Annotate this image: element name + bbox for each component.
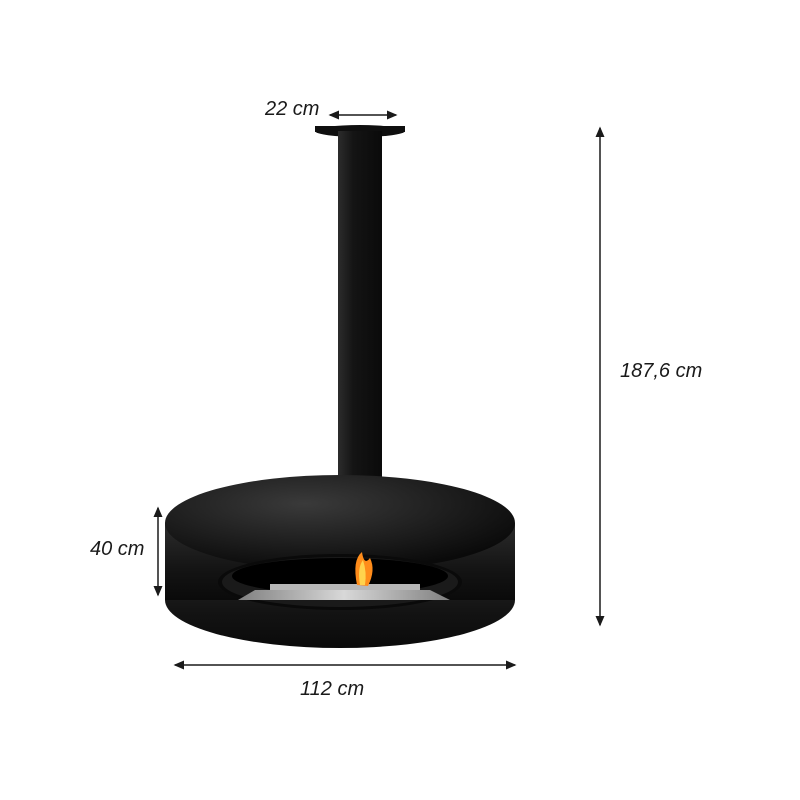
dim-label-total-height: 187,6 cm	[620, 360, 702, 383]
diagram-canvas: 22 cm 187,6 cm 40 cm 112 cm	[0, 0, 800, 800]
fire-opening	[218, 554, 462, 610]
dim-label-base-height: 40 cm	[90, 538, 144, 561]
flue-pipe	[338, 131, 382, 511]
product-drawing	[0, 0, 800, 800]
dim-label-base-width: 112 cm	[300, 678, 364, 701]
dim-label-pipe-diameter: 22 cm	[265, 98, 319, 121]
fireplace	[165, 125, 515, 648]
